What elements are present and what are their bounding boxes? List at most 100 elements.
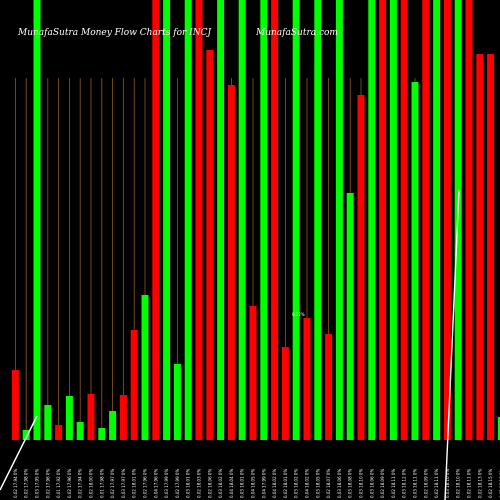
bar-up xyxy=(44,405,52,440)
bar-up xyxy=(368,0,376,440)
x-tick-label: 0.01 17.98 0% xyxy=(99,469,104,498)
x-tick-label: 0.02 18.03 0% xyxy=(197,469,202,498)
bar-up xyxy=(65,396,73,440)
bar-down xyxy=(487,54,495,440)
bar-down xyxy=(422,0,430,440)
x-tick-label: 0.02 18.06 0% xyxy=(207,469,212,498)
bar-down xyxy=(400,0,408,440)
x-tick-label: 0.02 18.15 0% xyxy=(488,469,493,498)
bar-up xyxy=(292,0,300,440)
bar-down xyxy=(249,306,257,440)
bar-down xyxy=(443,0,451,440)
x-tick-label: 0.02 18.13 0% xyxy=(477,469,482,498)
x-tick-label: 0.03 18.01 0% xyxy=(186,469,191,498)
x-tick-label: 0.02 18.10 0% xyxy=(456,469,461,498)
bar-down xyxy=(303,318,311,440)
x-tick-label: 0.04 18.02 0% xyxy=(272,469,277,498)
x-tick-label: 0.03 18.10 0% xyxy=(445,469,450,498)
indicator-line-right xyxy=(444,189,460,500)
site-name: MunafaSutra.com xyxy=(255,28,338,38)
x-tick-label: 0.03 17.97 0% xyxy=(121,469,126,498)
bar-down xyxy=(206,50,214,440)
bar-up xyxy=(163,0,171,440)
x-tick-label: 0.02 18.07 0% xyxy=(326,469,331,498)
x-tick-label: 0.03 18.12 0% xyxy=(402,469,407,498)
bar-up xyxy=(346,193,354,440)
bar-down xyxy=(55,425,63,440)
x-tick-label: 0.01 17.92 0% xyxy=(56,469,61,498)
indicator-layer xyxy=(0,189,460,500)
x-tick-label: 0.02 18.00 0% xyxy=(89,469,94,498)
bar-down xyxy=(325,334,333,440)
x-tick-label: 0.02 18.01 0% xyxy=(283,469,288,498)
x-tick-label: 0.03 17.99 0% xyxy=(164,469,169,498)
annotation-label: 0.22% xyxy=(292,312,305,317)
x-tick-label: 0.02 17.98 0% xyxy=(24,469,29,498)
bar-layer xyxy=(11,0,500,440)
bar-down xyxy=(465,0,473,440)
x-tick-label: 0.04 18.04 0% xyxy=(229,469,234,498)
x-tick-label: 0.02 17.96 0% xyxy=(45,469,50,498)
x-tick-label: 0.02 17.99 0% xyxy=(175,469,180,498)
x-tick-label: 0.04 17.99 0% xyxy=(261,469,266,498)
bar-up xyxy=(22,430,30,440)
bar-down xyxy=(87,394,95,440)
bar-up xyxy=(260,0,268,440)
x-tick-label: 0.02 17.94 0% xyxy=(13,469,18,498)
x-tick-label: 0.03 18.08 0% xyxy=(348,469,353,498)
x-tick-label: 0.02 18.11 0% xyxy=(467,469,472,498)
x-tick-label: 0.02 17.94 0% xyxy=(78,469,83,498)
x-tick-label: 0.02 18.11 0% xyxy=(391,469,396,498)
x-tick-label: 0.03 18.02 0% xyxy=(218,469,223,498)
bar-down xyxy=(195,0,203,440)
x-tick-label: 0.01 18.16 0% xyxy=(499,469,500,498)
x-tick-label: 0.02 17.96 0% xyxy=(143,469,148,498)
x-tick-label: 0.04 18.02 0% xyxy=(305,469,310,498)
bar-down xyxy=(357,95,365,440)
x-tick-label: 0.02 18.11 0% xyxy=(434,469,439,498)
bar-up xyxy=(76,422,84,440)
bar-down xyxy=(281,347,289,440)
bar-down xyxy=(119,395,127,440)
bar-down xyxy=(227,85,235,440)
bar-up xyxy=(389,0,397,440)
chart-title: MunafaSutra Money Flow Charts for INCJ xyxy=(17,28,212,38)
bar-up xyxy=(433,0,441,440)
x-tick-label: 0.03 18.05 0% xyxy=(315,469,320,498)
bar-up xyxy=(109,411,117,440)
x-tick-label: 0.03 18.06 0% xyxy=(369,469,374,498)
bar-up xyxy=(411,82,419,440)
bar-up xyxy=(497,417,500,440)
x-tick-labels: 0.02 17.94 0% 0.02 17.98 0% 0.03 17.95 0% 0… xyxy=(13,469,500,498)
bar-up xyxy=(335,0,343,440)
bar-down xyxy=(379,0,387,440)
x-tick-label: 0.03 17.95 0% xyxy=(35,469,40,498)
bar-down xyxy=(11,370,19,440)
bar-down xyxy=(152,0,160,440)
x-tick-label: 0.02 17.97 0% xyxy=(110,469,115,498)
x-tick-label: 0.02 18.09 0% xyxy=(423,469,428,498)
bar-down xyxy=(271,0,279,440)
x-tick-label: 0.03 18.01 0% xyxy=(240,469,245,498)
indicator-line-left xyxy=(0,415,38,491)
x-tick-label: 0.02 18.01 0% xyxy=(132,469,137,498)
bar-up xyxy=(33,0,41,440)
bar-up xyxy=(173,364,181,440)
bar-up xyxy=(314,0,322,440)
x-tick-label: 0.02 17.96 0% xyxy=(67,469,72,498)
x-tick-label: 0.03 18.02 0% xyxy=(294,469,299,498)
x-tick-label: 0.04 18.05 0% xyxy=(251,469,256,498)
bar-down xyxy=(476,54,484,440)
x-tick-label: 0.04 17.96 0% xyxy=(153,469,158,498)
bar-up xyxy=(184,0,192,440)
x-tick-label: 0.03 18.10 0% xyxy=(359,469,364,498)
bar-up xyxy=(238,0,246,440)
bar-up xyxy=(98,428,106,440)
x-tick-label: 0.02 18.09 0% xyxy=(380,469,385,498)
x-tick-label: 0.03 18.11 0% xyxy=(413,469,418,498)
bar-up xyxy=(217,0,225,440)
x-tick-label: 0.03 18.06 0% xyxy=(337,469,342,498)
bar-down xyxy=(130,330,138,440)
